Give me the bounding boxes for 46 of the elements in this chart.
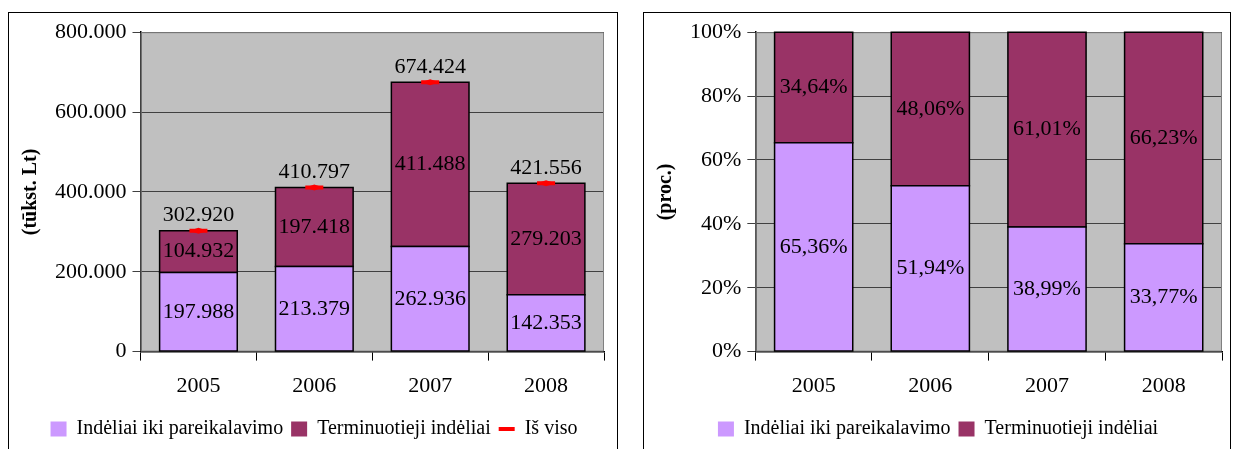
y-tick-label: 800.000 [55,17,127,43]
y-tick-label: 200.000 [55,257,127,283]
x-tick-label: 2005 [791,371,836,397]
data-label: 197.418 [278,212,351,238]
x-tick-label: 2008 [1141,371,1186,397]
legend-label: Iš viso [524,416,578,439]
x-tick-label: 2006 [908,371,953,397]
data-label: 38,99% [1013,274,1081,300]
data-label: 302.920 [162,201,235,227]
y-axis-title: (proc.) [653,163,677,221]
data-label: 65,36% [779,232,848,258]
y-tick-label: 100% [690,17,742,43]
data-label: 142.353 [510,308,582,334]
y-tick-label: 20% [701,273,742,299]
y-tick-label: 600.000 [55,97,127,123]
y-tick-label: 80% [701,81,742,107]
x-tick-label: 2007 [1025,371,1069,397]
data-label: 66,23% [1129,123,1198,149]
data-label: 411.488 [394,150,466,176]
x-tick-label: 2007 [408,371,453,397]
legend-label: Terminuotieji indėliai [984,416,1159,440]
legend-label: Terminuotieji indėliai [317,416,492,440]
data-label: 104.932 [162,237,235,263]
data-label: 61,01% [1013,115,1081,141]
data-label: 48,06% [896,94,965,120]
y-tick-label: 0% [712,337,742,363]
data-label: 34,64% [779,73,848,99]
data-label: 33,77% [1129,283,1198,309]
y-tick-label: 40% [701,209,742,235]
x-tick-label: 2006 [292,371,337,397]
data-label: 262.936 [394,284,466,310]
x-tick-label: 2005 [176,371,221,397]
data-label: 421.556 [510,154,582,180]
y-tick-label: 400.000 [55,177,127,203]
data-label: 410.797 [278,158,351,184]
x-tick-label: 2008 [524,371,569,397]
data-label: 213.379 [278,294,351,320]
y-axis-title: (tūkst. Lt) [18,148,42,236]
legend-label: Indėliai iki pareikalavimo [743,416,951,440]
data-label: 674.424 [394,53,466,79]
y-tick-label: 0 [115,337,127,363]
y-tick-label: 60% [701,145,742,171]
data-label: 279.203 [510,224,582,250]
data-label: 51,94% [896,254,965,280]
data-label: 197.988 [162,297,235,323]
legend-label: Indėliai iki pareikalavimo [76,416,284,440]
